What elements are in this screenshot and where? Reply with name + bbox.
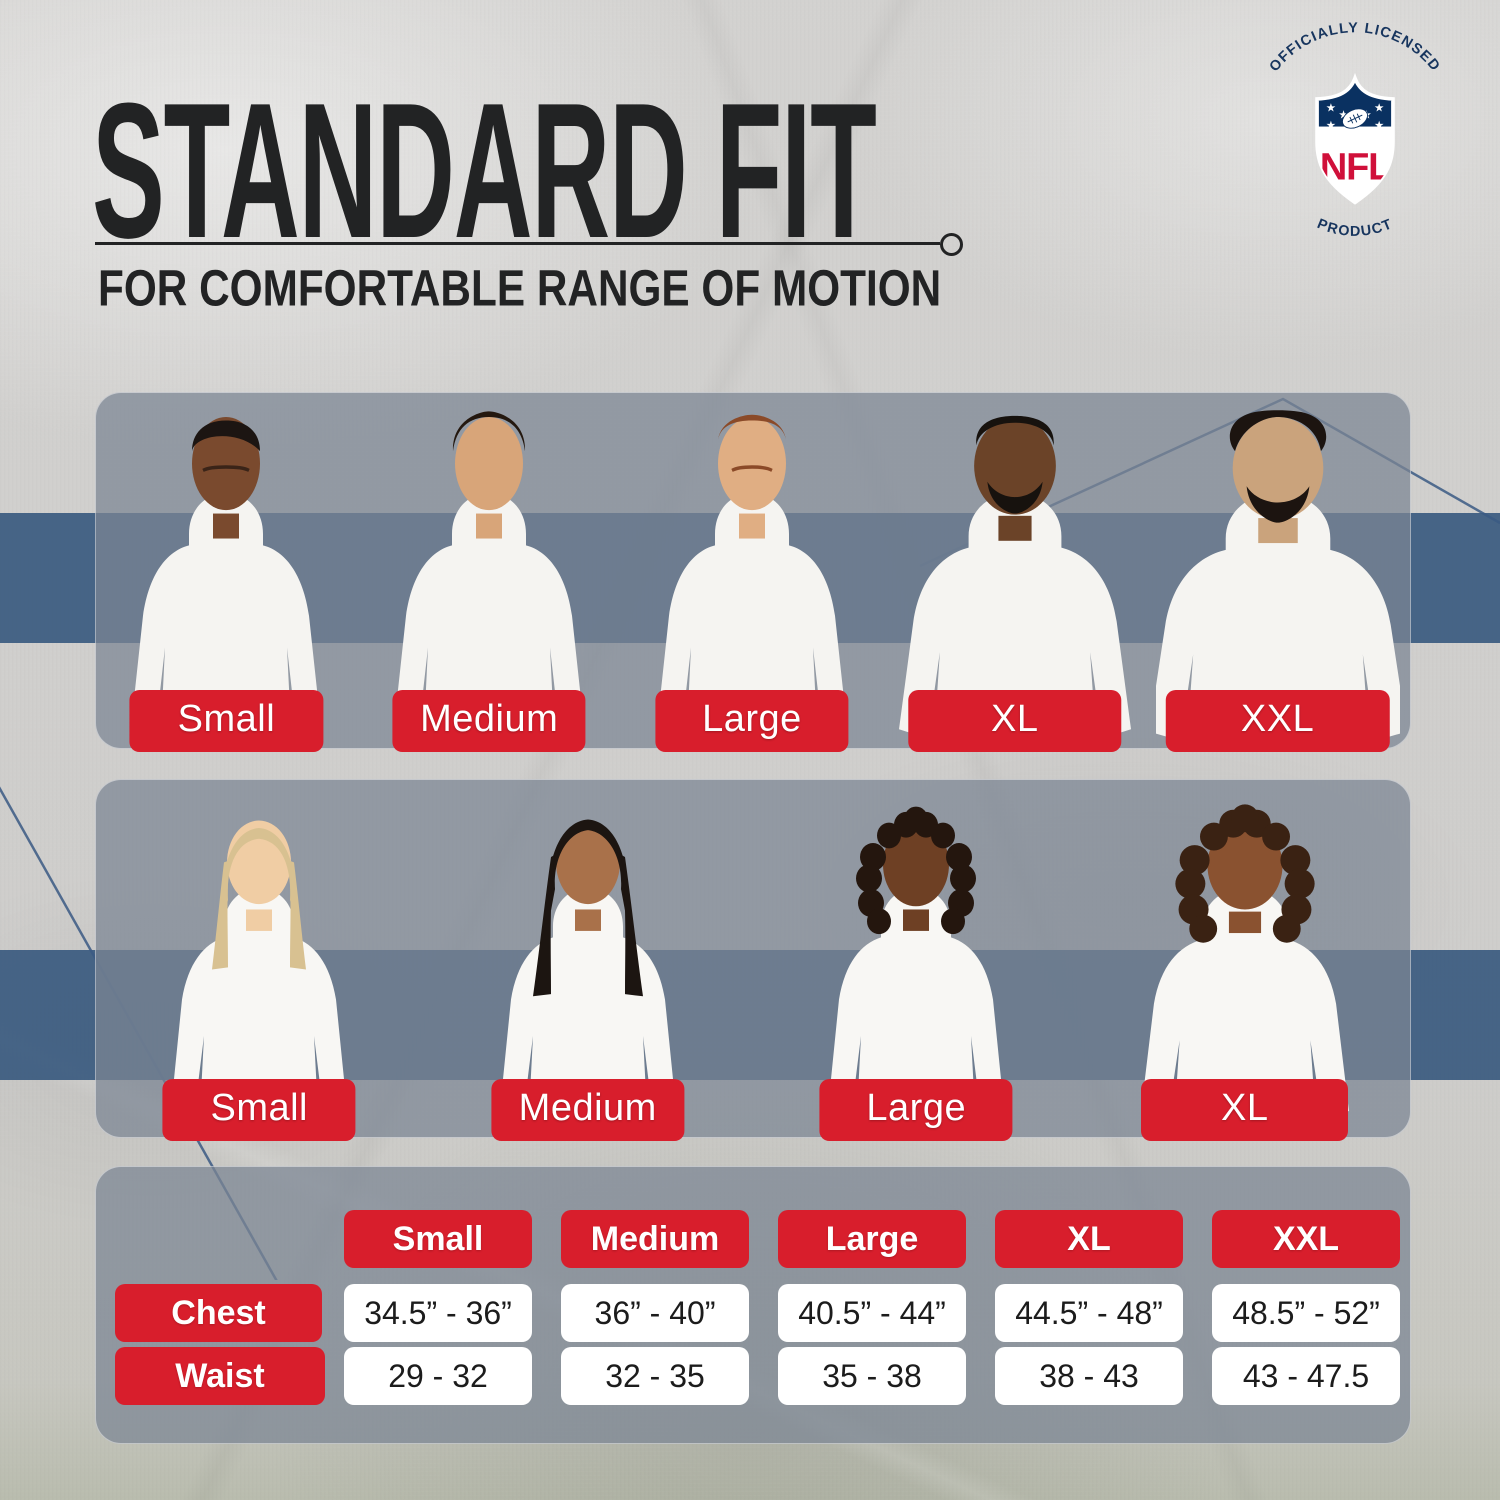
svg-text:★: ★ (1326, 103, 1336, 115)
svg-text:★: ★ (1374, 103, 1384, 115)
svg-text:★: ★ (1326, 120, 1336, 132)
svg-text:★: ★ (1374, 120, 1384, 132)
svg-text:PRODUCT: PRODUCT (1315, 216, 1395, 240)
svg-text:OFFICIALLY LICENSED: OFFICIALLY LICENSED (1267, 20, 1444, 75)
